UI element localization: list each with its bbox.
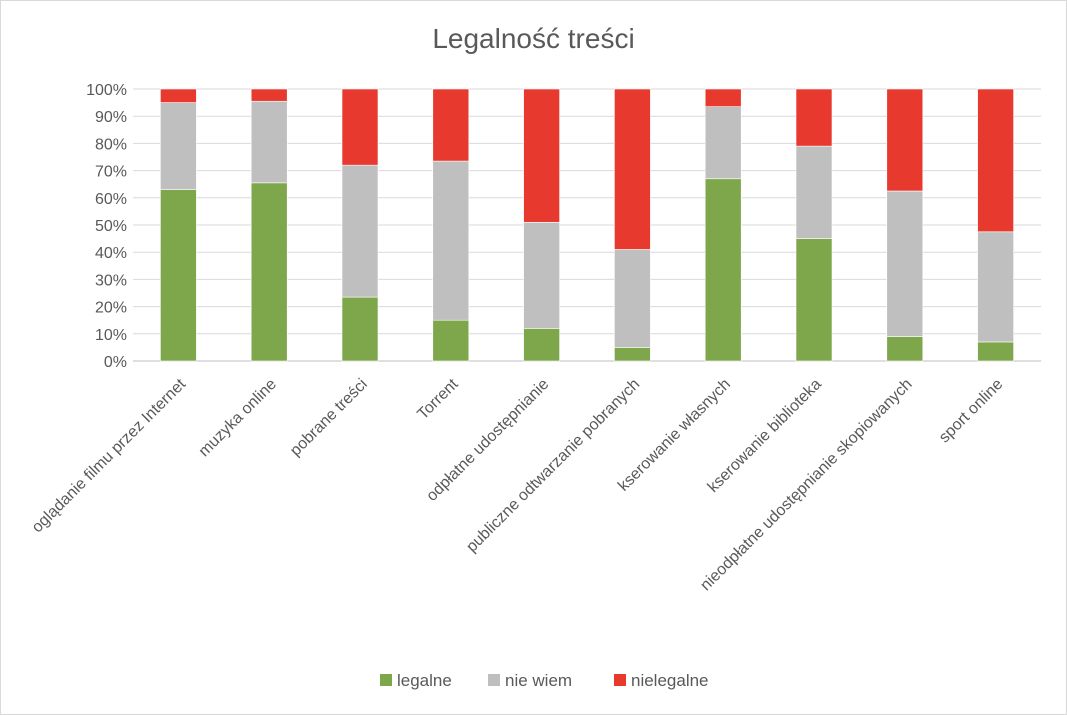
legend-swatch bbox=[380, 674, 392, 686]
y-tick-label: 20% bbox=[95, 300, 127, 317]
bar-segment bbox=[432, 319, 470, 362]
bar-segment bbox=[886, 336, 924, 362]
bar-segment bbox=[886, 190, 924, 337]
bar-segment bbox=[886, 88, 924, 192]
y-tick-label: 40% bbox=[95, 245, 127, 262]
bar-segment bbox=[432, 88, 470, 162]
x-axis-labels: oglądanie filmu przez Internet muzyka onl… bbox=[29, 375, 1007, 594]
x-tick-label: publiczne odtwarzanie pobranych bbox=[463, 376, 643, 556]
x-tick-label: pobrane treści bbox=[287, 376, 371, 460]
legend: legalne nie wiem nielegalne bbox=[380, 671, 709, 690]
bar-segment bbox=[523, 88, 560, 223]
bar-segment bbox=[160, 102, 197, 190]
y-tick-label: 70% bbox=[95, 164, 127, 181]
bar-segment bbox=[704, 88, 742, 107]
y-tick-label: 90% bbox=[95, 109, 127, 126]
x-tick-label: sport online bbox=[936, 376, 1007, 447]
bar-segment bbox=[704, 106, 742, 180]
bar-segment bbox=[795, 88, 833, 147]
y-tick-label: 80% bbox=[95, 136, 127, 153]
bar-segment bbox=[614, 88, 651, 250]
bar-segment bbox=[250, 182, 288, 362]
bar-segment bbox=[432, 160, 470, 321]
bar-segment bbox=[977, 231, 1014, 343]
bar-segment bbox=[341, 296, 379, 362]
y-tick-label: 100% bbox=[86, 82, 127, 99]
bar-segment bbox=[160, 189, 197, 362]
x-tick-label: muzyka online bbox=[196, 376, 280, 460]
legend-label: legalne bbox=[397, 671, 452, 690]
bar-segment bbox=[795, 145, 833, 239]
legend-label: nielegalne bbox=[631, 671, 709, 690]
x-tick-label: Torrent bbox=[414, 375, 462, 423]
y-tick-label: 0% bbox=[104, 354, 127, 371]
chart-title: Legalność treści bbox=[432, 23, 635, 54]
bar-segment bbox=[160, 88, 197, 103]
bar-segment bbox=[250, 88, 288, 102]
bar-segment bbox=[250, 100, 288, 184]
bar-segment bbox=[341, 164, 379, 298]
legend-swatch bbox=[614, 674, 626, 686]
bar-segment bbox=[614, 347, 651, 362]
bars bbox=[160, 88, 1014, 362]
bar-segment bbox=[977, 341, 1014, 362]
legend-swatch bbox=[488, 674, 500, 686]
bar-segment bbox=[977, 88, 1014, 233]
bar-segment bbox=[704, 178, 742, 362]
bar-segment bbox=[795, 238, 833, 362]
y-tick-label: 60% bbox=[95, 191, 127, 208]
y-tick-label: 10% bbox=[95, 327, 127, 344]
bar-segment bbox=[341, 88, 379, 166]
bar-segment bbox=[523, 328, 560, 362]
legend-label: nie wiem bbox=[505, 671, 572, 690]
y-tick-label: 50% bbox=[95, 218, 127, 235]
bar-segment bbox=[523, 221, 560, 329]
bar-segment bbox=[614, 249, 651, 348]
y-axis-ticks: 0% 10% 20% 30% 40% 50% 60% 70% 80% 90% 100% bbox=[86, 82, 127, 371]
x-tick-label: nieodpłatne udostępnianie skopiowanych bbox=[697, 376, 915, 594]
x-tick-label: oglądanie filmu przez Internet bbox=[29, 375, 190, 536]
y-tick-label: 30% bbox=[95, 272, 127, 289]
